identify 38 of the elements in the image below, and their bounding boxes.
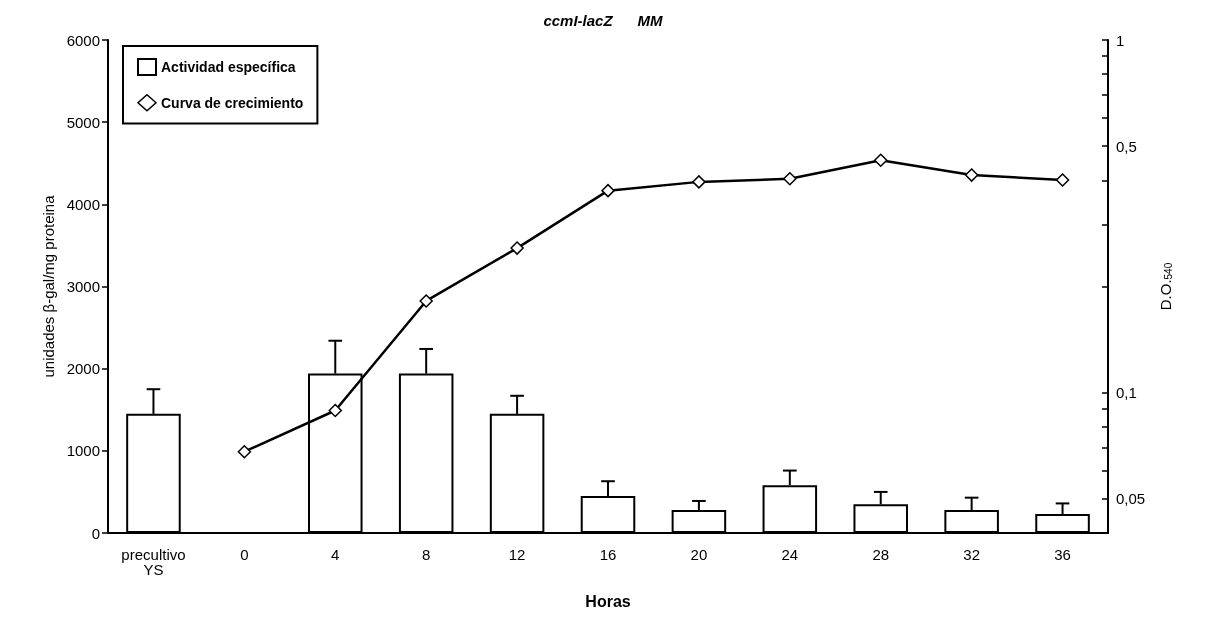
point (783, 172, 797, 186)
y-tick-label: 1000 (66, 442, 100, 460)
y-tick-label: 2000 (66, 360, 100, 378)
y2-tick-label: 0,5 (1116, 137, 1137, 155)
x-axis-title: Horas (585, 592, 631, 610)
y-tick-label: 0 (91, 524, 100, 542)
point (601, 183, 615, 198)
point (964, 168, 979, 182)
legend-label: Curva de crecimiento (161, 94, 304, 111)
y2-tick-label: 1 (1116, 31, 1125, 49)
y2-tick-label: 0,1 (1116, 384, 1137, 402)
point (510, 241, 524, 255)
point (328, 403, 343, 418)
x-tick-label: 4 (331, 546, 340, 563)
point (419, 294, 433, 308)
y2-tick-label: 0,05 (1116, 490, 1146, 508)
point (873, 153, 888, 168)
x-tick-label: 12 (508, 546, 526, 563)
chart-title: ccmI-lacZ MM (543, 12, 664, 29)
x-tick-label: 36 (1054, 546, 1071, 563)
y-tick-label: 5000 (66, 113, 100, 131)
x-tick-label: 8 (422, 546, 431, 563)
y-axis-title: unidades β-gal/mg proteina (39, 194, 57, 378)
x-tick-label: 32 (963, 546, 980, 563)
y-tick-label: 6000 (66, 31, 100, 49)
y2-axis-title: D.O.540 (1157, 262, 1174, 311)
x-tick-label: 24 (781, 546, 799, 563)
x-tick-label: 20 (690, 546, 708, 563)
x-tick-label: 0 (240, 546, 249, 563)
point (692, 175, 706, 189)
y-tick-label: 3000 (66, 278, 100, 295)
y-tick-label: 4000 (66, 195, 100, 213)
point (237, 444, 252, 459)
x-tick-label: precultivo YS (121, 546, 186, 578)
legend-label: Actividad específica (161, 59, 296, 75)
x-tick-label: 28 (872, 546, 890, 563)
x-tick-label: 16 (599, 546, 617, 563)
point (1055, 173, 1070, 187)
